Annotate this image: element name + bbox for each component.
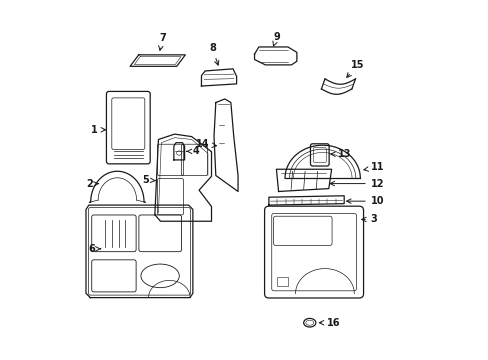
- Text: 11: 11: [363, 162, 384, 172]
- Text: 10: 10: [346, 196, 384, 206]
- Bar: [277, 277, 287, 286]
- Text: 5: 5: [142, 175, 155, 185]
- Text: 2: 2: [86, 179, 99, 189]
- Text: 6: 6: [88, 244, 101, 254]
- Text: 8: 8: [208, 43, 219, 65]
- Text: 3: 3: [361, 215, 377, 224]
- Text: 7: 7: [158, 33, 165, 50]
- Text: 13: 13: [330, 149, 350, 159]
- Text: 15: 15: [346, 59, 364, 77]
- Text: 4: 4: [186, 146, 199, 156]
- Text: 1: 1: [91, 125, 105, 135]
- Text: 14: 14: [196, 139, 216, 149]
- Text: 16: 16: [319, 318, 340, 328]
- Text: 12: 12: [329, 179, 384, 189]
- Text: 9: 9: [272, 32, 279, 46]
